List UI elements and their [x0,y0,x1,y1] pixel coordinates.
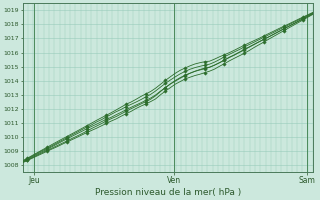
X-axis label: Pression niveau de la mer( hPa ): Pression niveau de la mer( hPa ) [95,188,241,197]
